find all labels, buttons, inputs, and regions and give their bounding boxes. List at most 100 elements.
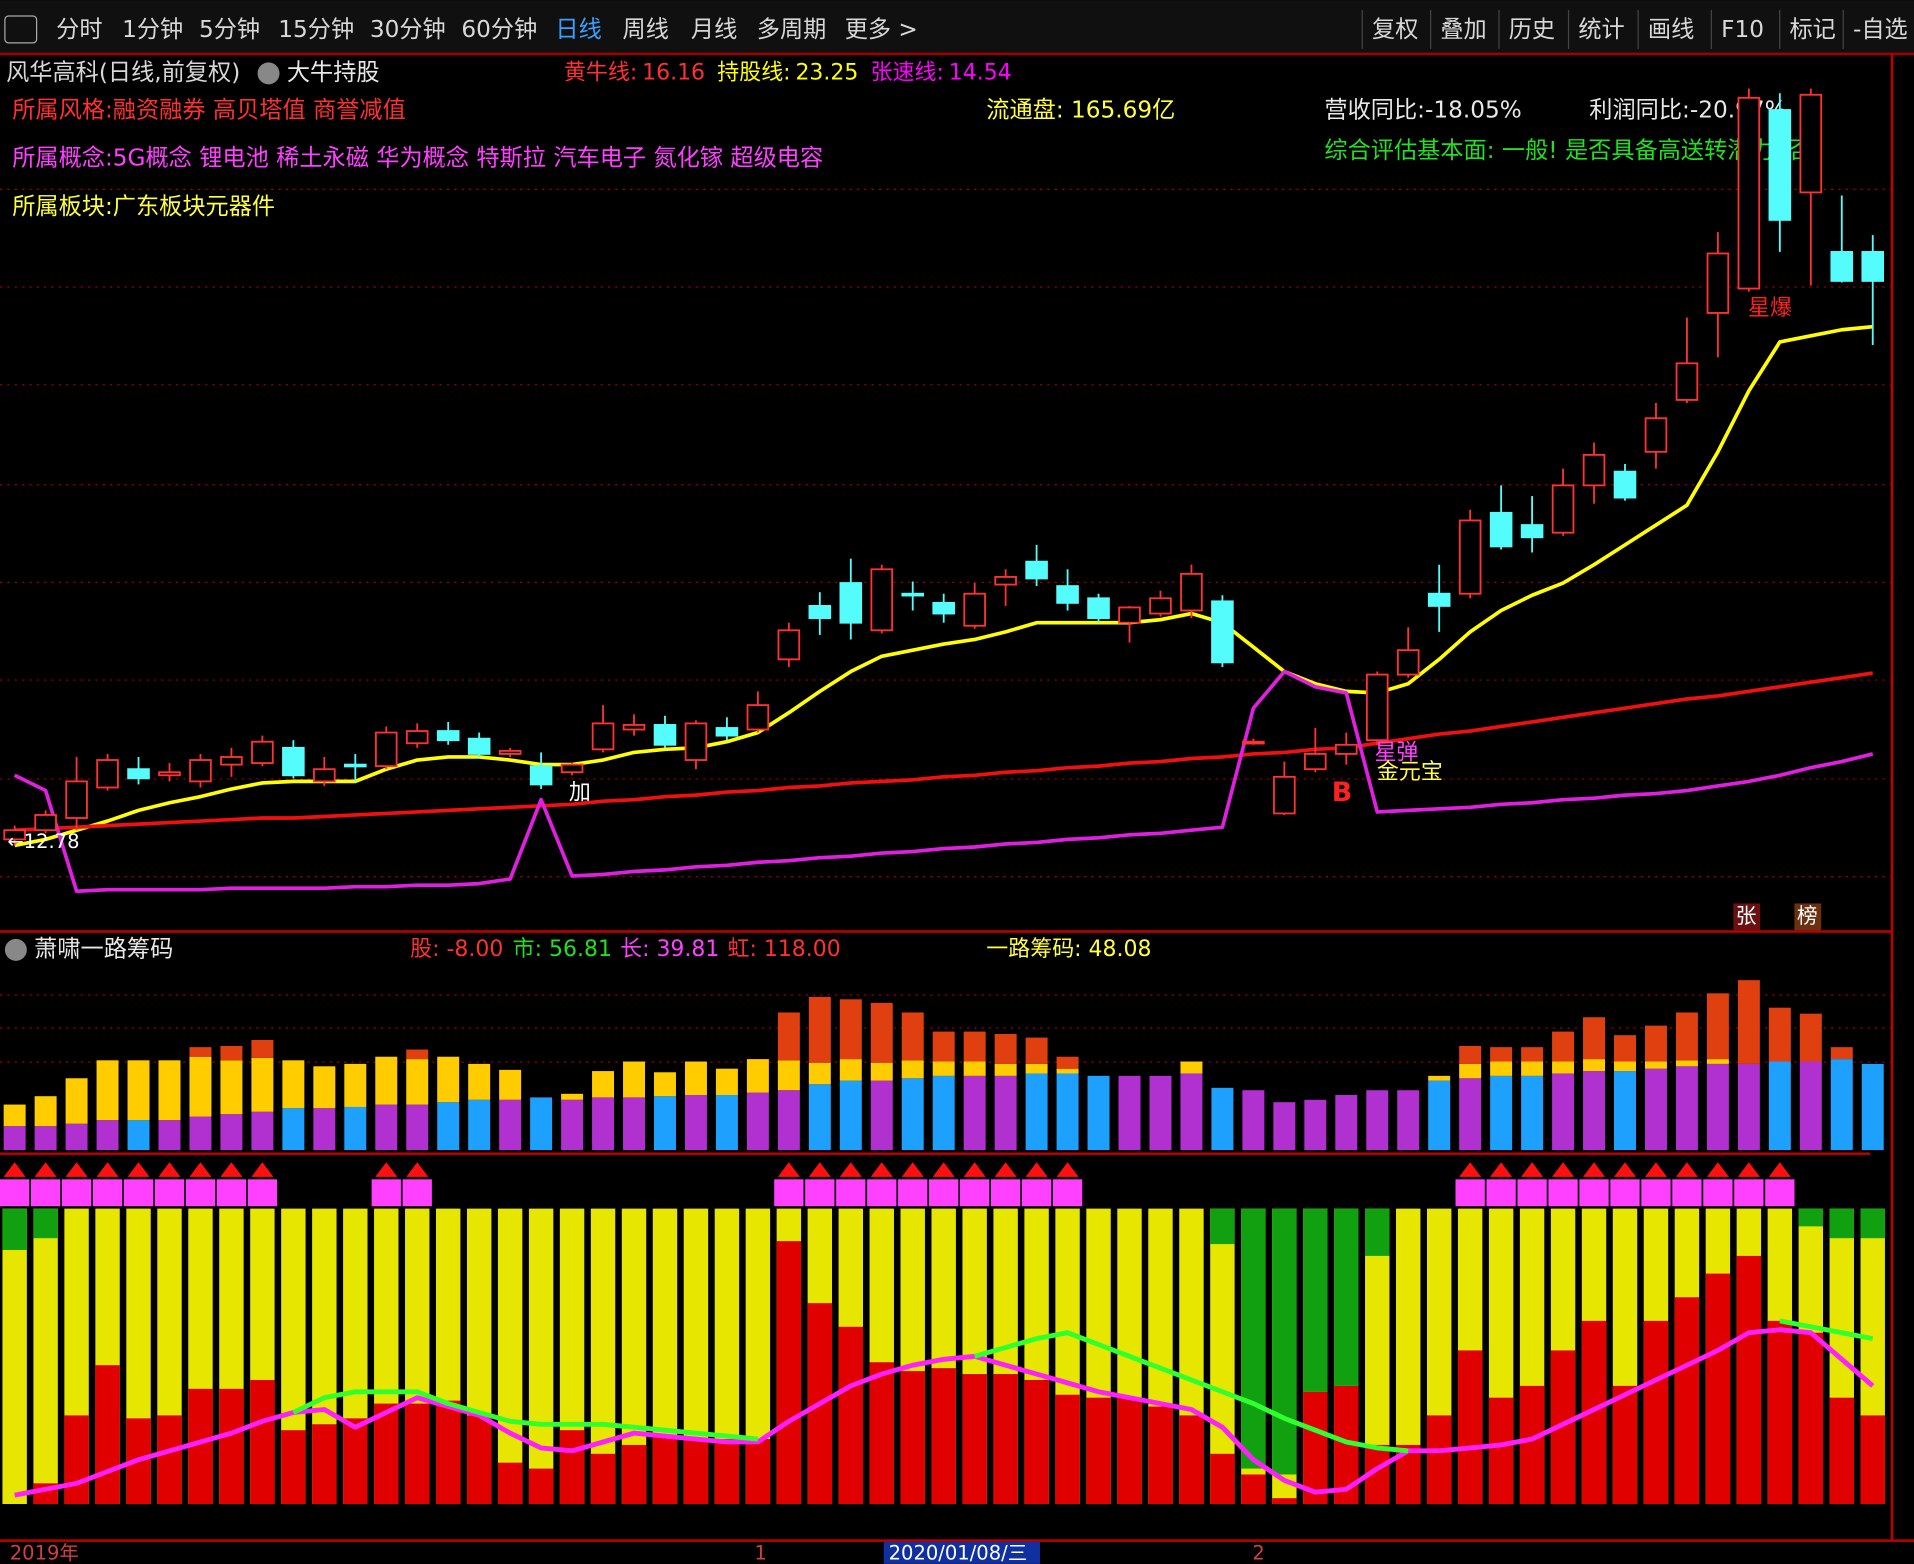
chip-bar-yellow xyxy=(623,1061,645,1098)
signal-cap xyxy=(1579,1179,1609,1207)
chip-bar-base xyxy=(932,1075,955,1151)
date-label: 2020/01/08/三 xyxy=(889,1542,1028,1564)
toolbar-button[interactable]: 复权 xyxy=(1372,16,1418,43)
chip-bar-yellow xyxy=(158,1060,181,1121)
candle-body xyxy=(1737,96,1761,290)
signal-arrow xyxy=(3,1162,26,1177)
signal-cap xyxy=(990,1179,1021,1207)
signal-bar-red xyxy=(745,1439,771,1505)
chip-bar-orange xyxy=(1644,1025,1667,1062)
signal-cap xyxy=(1672,1179,1702,1207)
indicator-menu[interactable] xyxy=(4,938,27,961)
chip-bar-orange xyxy=(1521,1047,1544,1062)
toolbar-button[interactable]: 1分钟 xyxy=(122,16,183,43)
chip-bar-base xyxy=(777,1090,800,1151)
signal-cap xyxy=(154,1179,185,1207)
signal-bar-red xyxy=(714,1439,740,1505)
toolbar-button[interactable]: 分时 xyxy=(56,16,102,43)
chip-bar-yellow xyxy=(1490,1061,1513,1076)
panel-toggle[interactable] xyxy=(4,15,38,44)
info-revenue: 营收同比:-18.05% xyxy=(1324,97,1521,124)
legend-value: 16.16 xyxy=(642,60,705,85)
chip-bar-base xyxy=(1273,1102,1296,1151)
candle-body xyxy=(1396,649,1420,676)
chip-bar-yellow xyxy=(1056,1068,1079,1074)
signal-arrow xyxy=(96,1162,119,1177)
toolbar-button[interactable]: 日线 xyxy=(555,16,601,43)
indicator-menu[interactable] xyxy=(257,62,280,85)
annotation: ←12.78 xyxy=(7,830,79,853)
chip-bar-base xyxy=(3,1126,26,1151)
signal-arrow xyxy=(901,1162,924,1177)
toolbar-button[interactable]: 周线 xyxy=(623,16,669,43)
indicator-line xyxy=(14,671,1874,833)
chip-bar-base xyxy=(808,1084,831,1151)
signal-bar-red xyxy=(219,1388,244,1505)
candle-body xyxy=(1861,251,1885,282)
signal-bar-background xyxy=(2,1208,27,1505)
chip-bar-orange xyxy=(808,996,831,1063)
candle-body xyxy=(1551,484,1575,534)
chip-bar-base xyxy=(1025,1073,1048,1151)
toolbar-button[interactable]: 画线 xyxy=(1648,16,1694,43)
chip-bar-base xyxy=(592,1097,615,1151)
chip-bar-base xyxy=(65,1123,88,1151)
signal-bar-red xyxy=(1519,1385,1545,1505)
candle-body xyxy=(1180,572,1203,612)
candle-body xyxy=(251,740,274,764)
toolbar-button[interactable]: 标记 xyxy=(1789,16,1835,43)
toolbar-button[interactable]: 60分钟 xyxy=(461,16,537,43)
chip-bar-yellow xyxy=(1675,1060,1698,1067)
chip-bar-orange xyxy=(1583,1017,1606,1060)
candle-body xyxy=(1273,775,1296,815)
chip-panel: 股: -8.00 市: 56.81 长: 39.81 虹: 118.00 一路筹码: 4… xyxy=(3,937,1884,1151)
readout: 长: 39.81 xyxy=(620,937,719,962)
toolbar-button[interactable]: -自选 xyxy=(1853,16,1908,43)
candle-body xyxy=(1644,417,1668,453)
toolbar-button[interactable]: 历史 xyxy=(1509,16,1555,43)
toolbar-button[interactable]: F10 xyxy=(1721,16,1764,43)
toolbar-button[interactable]: 15分钟 xyxy=(278,16,354,43)
chip-bar-base xyxy=(1490,1075,1513,1151)
chip-bar-base xyxy=(1583,1071,1606,1151)
chip-bar-base xyxy=(1211,1087,1234,1151)
toolbar-button[interactable]: 叠加 xyxy=(1440,16,1486,43)
annotation: B xyxy=(1332,777,1352,808)
signal-bar-red xyxy=(1210,1453,1235,1505)
candle-body xyxy=(1365,673,1389,742)
chip-bar-base xyxy=(468,1099,491,1151)
signal-arrow xyxy=(65,1162,88,1177)
chip-bar-base xyxy=(1304,1099,1327,1151)
toolbar-button[interactable]: 多周期 xyxy=(757,16,827,43)
chip-bar-orange xyxy=(1799,1013,1822,1062)
chip-bar-base xyxy=(158,1120,181,1151)
chip-bar-base xyxy=(1459,1078,1482,1151)
chip-bar-base xyxy=(1087,1075,1110,1151)
toolbar-button[interactable]: 30分钟 xyxy=(370,16,446,43)
chip-bar-base xyxy=(715,1095,738,1151)
toolbar-button[interactable]: 5分钟 xyxy=(199,16,260,43)
candle-body xyxy=(1211,600,1234,664)
signal-arrow xyxy=(1768,1162,1791,1177)
candle-body xyxy=(777,629,801,661)
chip-bar-base xyxy=(1149,1075,1172,1151)
toolbar-button[interactable]: 更多 > xyxy=(845,16,918,43)
chip-bar-yellow xyxy=(468,1063,491,1100)
info-concept: 所属概念:5G概念 锂电池 稀土永磁 华为概念 特斯拉 汽车电子 氮化镓 超级电… xyxy=(12,144,823,171)
signal-cap xyxy=(1765,1179,1795,1207)
annotation: 加 xyxy=(569,781,591,806)
chip-bar-orange xyxy=(1706,993,1729,1060)
chip-bar-orange xyxy=(1768,1007,1791,1062)
candle-body xyxy=(715,727,739,737)
signal-bar-red xyxy=(1674,1297,1700,1505)
signal-cap xyxy=(92,1179,123,1207)
chip-bar-orange xyxy=(1614,1035,1636,1062)
chip-bar-orange xyxy=(1552,1031,1575,1062)
toolbar-button[interactable]: 统计 xyxy=(1578,16,1624,43)
signal-bar-red xyxy=(621,1444,647,1505)
toolbar-button[interactable]: 月线 xyxy=(691,16,737,43)
candle-body xyxy=(1304,753,1327,771)
chip-bar-base xyxy=(684,1095,707,1151)
signal-bar-red xyxy=(1705,1273,1731,1505)
